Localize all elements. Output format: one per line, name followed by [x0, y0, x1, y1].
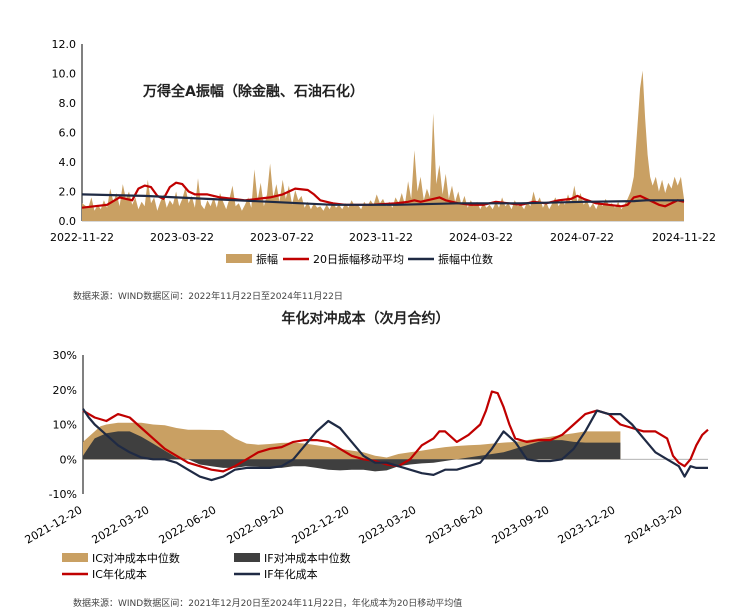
- y-tick-label: 6.0: [59, 127, 77, 140]
- y-tick-label: 10.0: [52, 68, 77, 81]
- y-tick-label: 20%: [53, 384, 77, 397]
- x-tick-label: 2024-03-20: [623, 503, 685, 546]
- amplitude-chart-title: 万得全A振幅（除金融、石油石化）: [142, 83, 364, 100]
- x-tick-label: 2024-07-22: [550, 231, 614, 244]
- series-1-area: [83, 431, 621, 472]
- y-tick-label: 0.0: [59, 215, 77, 228]
- y-tick-label: 4.0: [59, 156, 77, 169]
- x-tick-label: 2023-07-22: [250, 231, 314, 244]
- x-tick-label: 2024-11-22: [652, 231, 716, 244]
- x-tick-label: 2024-03-22: [449, 231, 513, 244]
- x-tick-label: 2021-12-20: [23, 503, 85, 546]
- legend-label-1: IF对冲成本中位数: [264, 551, 351, 565]
- y-tick-label: -10%: [49, 488, 77, 501]
- y-tick-label: 8.0: [59, 97, 77, 110]
- x-tick-label: 2022-06-20: [157, 503, 219, 546]
- legend-label-1: 20日振幅移动平均: [313, 252, 404, 266]
- legend-swatch-0: [226, 254, 252, 263]
- x-tick-label: 2023-06-20: [424, 503, 486, 546]
- series-2-line: [81, 193, 684, 206]
- hedge-cost-chart: -10%0%10%20%30%2021-12-20 2022-03-20 2022-…: [23, 349, 709, 581]
- x-tick-label: 2023-09-20: [490, 503, 552, 546]
- y-tick-label: 10%: [53, 419, 77, 432]
- y-tick-label: 12.0: [52, 38, 77, 51]
- x-tick-label: 2023-12-20: [556, 503, 618, 546]
- y-tick-label: 2.0: [59, 186, 77, 199]
- y-tick-label: 0%: [60, 453, 77, 466]
- legend-swatch-0: [62, 553, 88, 562]
- series-3-line: [82, 408, 708, 482]
- y-tick-label: 30%: [53, 349, 77, 362]
- hedge-cost-chart-title: 年化对冲成本（次月合约）: [281, 311, 450, 327]
- x-tick-label: 2022-09-20: [225, 503, 287, 546]
- x-tick-label: 2022-03-20: [90, 503, 152, 546]
- legend-swatch-1: [234, 553, 260, 562]
- series-1-line: [81, 181, 685, 209]
- x-tick-label: 2023-03-22: [150, 231, 214, 244]
- hedge-cost-chart-source: 数据来源：WIND数据区间：2021年12月20日至2024年11月22日，年化…: [73, 599, 463, 609]
- legend-label-0: IC对冲成本中位数: [92, 551, 180, 565]
- series-0-area: [83, 422, 621, 460]
- legend-label-2: IC年化成本: [92, 567, 147, 581]
- x-tick-label: 2023-03-20: [357, 503, 419, 546]
- series-2-line: [82, 390, 709, 473]
- legend-label-0: 振幅: [256, 252, 278, 266]
- legend-label-2: 振幅中位数: [438, 252, 493, 266]
- amplitude-chart: 0.0 2.0 4.0 6.0 8.0 10.0 12.0 2022-11-22 2023-03…: [50, 38, 716, 266]
- x-tick-label: 2022-11-22: [50, 231, 114, 244]
- x-tick-label: 2022-12-20: [290, 503, 352, 546]
- x-tick-label: 2023-11-22: [349, 231, 413, 244]
- legend-label-3: IF年化成本: [264, 567, 318, 581]
- amplitude-chart-source: 数据来源：WIND数据区间：2022年11月22日至2024年11月22日: [73, 292, 343, 302]
